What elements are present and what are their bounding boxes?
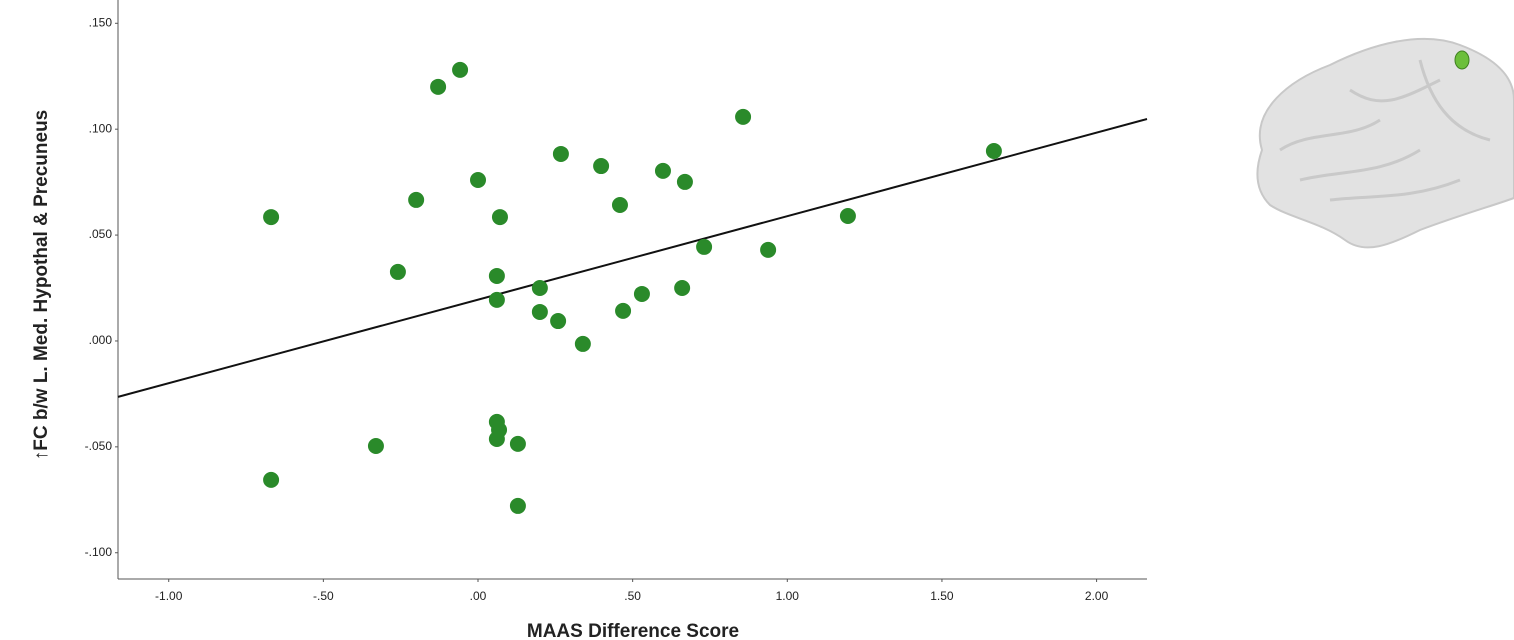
x-tick-label: 2.00 <box>1085 589 1109 603</box>
scatter-point <box>735 108 752 125</box>
scatter-point <box>531 280 548 297</box>
scatter-point <box>676 173 693 190</box>
scatter-point <box>531 303 548 320</box>
scatter-point <box>760 241 777 258</box>
scatter-point <box>488 291 505 308</box>
scatter-point <box>470 172 487 189</box>
fit-line <box>117 118 1148 398</box>
scatter-point <box>488 267 505 284</box>
scatter-point <box>408 191 425 208</box>
scatter-point <box>263 471 280 488</box>
scatter-point <box>611 197 628 214</box>
y-axis-title: ↑FC b/w L. Med. Hypothal & Precuneus <box>31 110 52 460</box>
scatter-point <box>367 438 384 455</box>
scatter-point <box>674 280 691 297</box>
y-tick-label: .100 <box>89 121 113 135</box>
x-tick-label: -.50 <box>313 589 334 603</box>
x-axis-title: MAAS Difference Score <box>527 621 739 640</box>
scatter-point <box>509 435 526 452</box>
y-tick-label: .050 <box>89 227 113 241</box>
y-tick-label: .150 <box>89 15 113 29</box>
scatter-point <box>430 78 447 95</box>
x-tick-label: 1.00 <box>776 589 800 603</box>
scatter-point <box>488 431 505 448</box>
scatter-point <box>633 285 650 302</box>
x-tick-label: .00 <box>470 589 487 603</box>
scatter-point <box>985 142 1002 159</box>
scatter-point <box>615 302 632 319</box>
scatter-point <box>574 335 591 352</box>
scatter-point <box>839 208 856 225</box>
brain-folds <box>1279 59 1491 202</box>
scatter-point <box>696 238 713 255</box>
y-tick-label: -.050 <box>85 439 113 453</box>
y-tick-label: -.100 <box>85 545 113 559</box>
scatter-point <box>263 209 280 226</box>
scatter-point <box>452 61 469 78</box>
brain-illustration <box>1256 37 1514 249</box>
scatter-point <box>509 497 526 514</box>
scatter-point <box>491 209 508 226</box>
brain-shape <box>1256 37 1514 249</box>
brain-region <box>1454 50 1470 70</box>
scatter-point <box>389 263 406 280</box>
scatter-point <box>552 145 569 162</box>
scatter-point <box>654 162 671 179</box>
x-tick-label: -1.00 <box>155 589 183 603</box>
scatter-point <box>550 313 567 330</box>
y-tick-label: .000 <box>89 333 113 347</box>
scatter-point <box>593 158 610 175</box>
x-tick-label: .50 <box>624 589 641 603</box>
x-tick-label: 1.50 <box>930 589 954 603</box>
